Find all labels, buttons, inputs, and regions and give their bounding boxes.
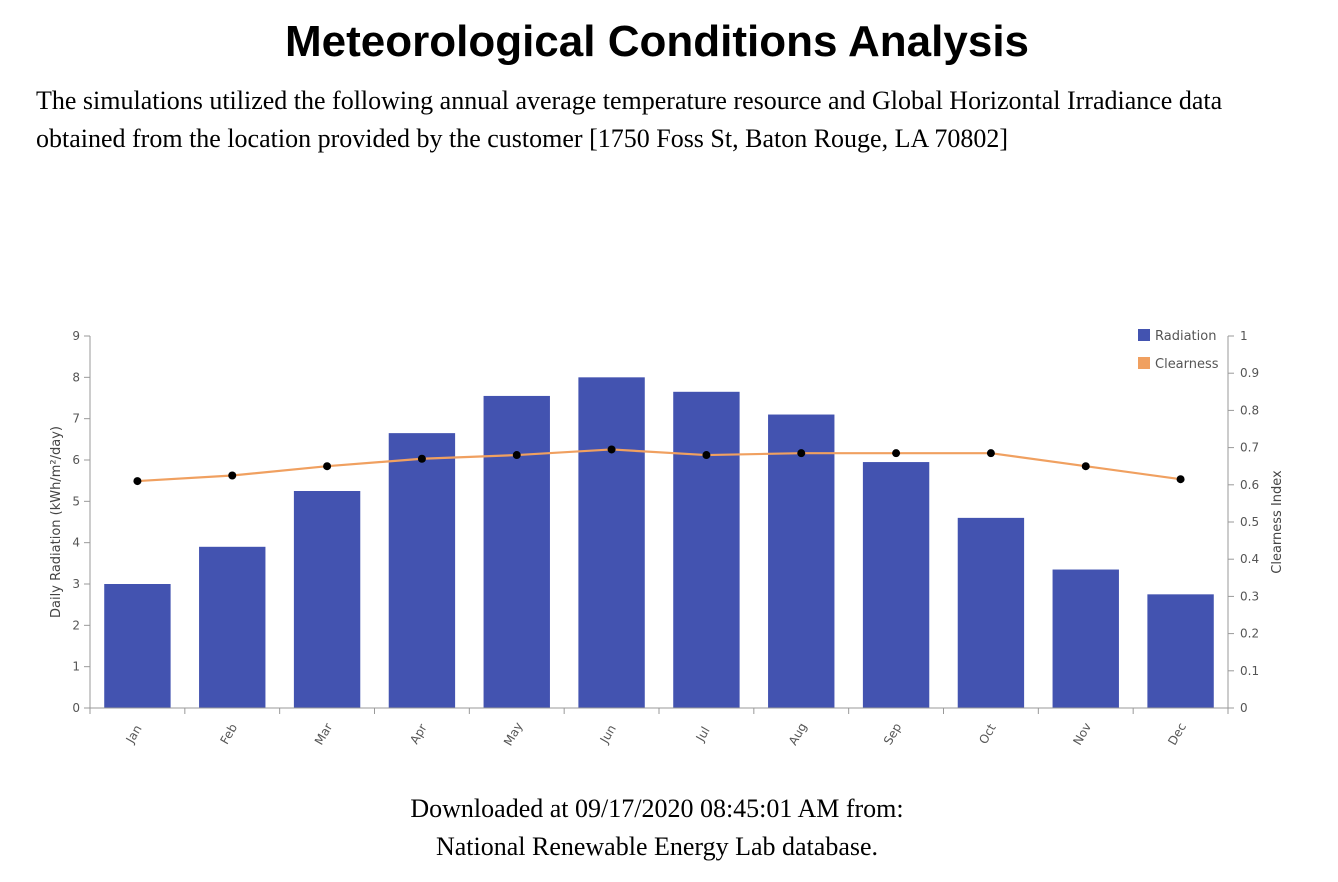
legend-label-radiation: Radiation — [1155, 329, 1216, 344]
x-tick-label-may: May — [501, 720, 526, 748]
legend-swatch-clearness — [1138, 357, 1150, 369]
clearness-point-aug — [797, 449, 806, 458]
y2-tick-label: 0 — [1240, 701, 1248, 715]
legend: Radiation Clearness — [1138, 329, 1219, 372]
y-tick-label: 9 — [72, 329, 80, 343]
bar-dec — [1147, 594, 1214, 708]
y-tick-label: 6 — [72, 453, 80, 467]
y-tick-label: 7 — [72, 412, 80, 426]
radiation-clearness-chart: 0 1 2 3 4 5 6 7 8 9 0 0.1 0.2 0.3 0.4 0.5 0.6 0.7 0.8 0.9 1 J… — [49, 329, 1285, 748]
y2-tick-label: 0.3 — [1240, 589, 1259, 603]
y-axis-title: Daily Radiation (kWh/m²/day) — [49, 426, 64, 618]
clearness-point-oct — [986, 449, 995, 458]
y2-tick-label: 0.4 — [1240, 552, 1259, 566]
page-title: Meteorological Conditions Analysis — [284, 17, 1030, 66]
y2-axis-title: Clearness Index — [1270, 470, 1285, 574]
x-tick-label-sep: Sep — [881, 721, 904, 748]
footer: Downloaded at 09/17/2020 08:45:01 AM fro… — [0, 790, 1314, 866]
y2-tick-label: 0.8 — [1240, 403, 1259, 417]
x-tick-label-apr: Apr — [407, 721, 430, 746]
y2-tick-label: 0.9 — [1240, 366, 1259, 380]
bar-feb — [199, 546, 266, 708]
footer-download-line: Downloaded at 09/17/2020 08:45:01 AM fro… — [410, 794, 904, 823]
x-tick-label-jun: Jun — [597, 722, 619, 746]
y2-tick-label: 1 — [1240, 329, 1248, 343]
clearness-point-jun — [607, 445, 616, 454]
y-tick-label: 3 — [72, 577, 80, 591]
bar-apr — [388, 433, 456, 708]
chart-container: 0 1 2 3 4 5 6 7 8 9 0 0.1 0.2 0.3 0.4 0.5 0.6 0.7 0.8 0.9 1 J… — [0, 310, 1338, 770]
y-tick-label: 1 — [72, 660, 80, 674]
x-tick-label-feb: Feb — [217, 721, 240, 746]
intro-paragraph: The simulations utilized the following a… — [36, 86, 1223, 153]
bar-oct — [957, 517, 1025, 708]
clearness-point-dec — [1176, 475, 1185, 484]
clearness-point-sep — [892, 449, 901, 458]
clearness-point-mar — [323, 462, 332, 471]
y2-tick-label: 0.5 — [1240, 515, 1259, 529]
y-tick-label: 2 — [72, 618, 80, 632]
x-tick-label-nov: Nov — [1070, 720, 1094, 747]
bar-mar — [293, 491, 361, 708]
y2-tick-label: 0.1 — [1240, 664, 1259, 678]
bar-jan — [104, 584, 171, 708]
bar-jun — [578, 377, 645, 708]
y-tick-label: 0 — [72, 701, 80, 715]
legend-swatch-radiation — [1138, 329, 1150, 341]
x-tick-label-oct: Oct — [976, 721, 999, 746]
bar-nov — [1052, 569, 1119, 708]
clearness-point-jul — [702, 451, 711, 460]
footer-source-line: National Renewable Energy Lab database. — [435, 832, 879, 861]
bar-jul — [673, 391, 740, 708]
clearness-point-feb — [228, 471, 237, 480]
x-tick-label-jul: Jul — [693, 724, 713, 744]
y-tick-label: 8 — [72, 370, 80, 384]
y2-tick-label: 0.7 — [1240, 441, 1259, 455]
bar-sep — [862, 462, 930, 708]
x-tick-label-mar: Mar — [312, 721, 335, 748]
line-layer — [133, 445, 1185, 486]
x-tick-label-dec: Dec — [1165, 720, 1189, 747]
clearness-point-apr — [417, 454, 426, 463]
x-tick-label-jan: Jan — [123, 722, 145, 746]
bar-aug — [768, 414, 835, 708]
y2-tick-label: 0.2 — [1240, 627, 1259, 641]
clearness-point-may — [512, 451, 521, 460]
y-tick-label: 4 — [72, 536, 80, 550]
bar-may — [483, 395, 550, 708]
legend-label-clearness: Clearness — [1155, 357, 1219, 372]
x-tick-label-aug: Aug — [786, 720, 810, 747]
clearness-point-jan — [133, 477, 142, 486]
y2-tick-label: 0.6 — [1240, 478, 1259, 492]
y-tick-label: 5 — [72, 494, 80, 508]
clearness-line — [137, 448, 1181, 483]
clearness-point-nov — [1081, 462, 1090, 471]
bars-layer — [104, 377, 1214, 708]
